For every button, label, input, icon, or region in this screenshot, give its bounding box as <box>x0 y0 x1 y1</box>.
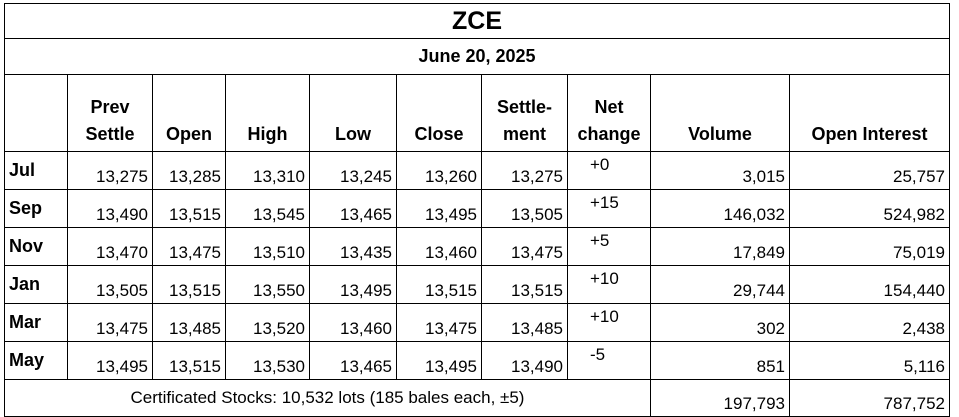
zce-settlement-table: ZCE June 20, 2025 Prev Settle Open High … <box>4 3 950 417</box>
month-cell: Jan <box>4 265 68 304</box>
volume-cell: 851 <box>650 341 790 380</box>
open-cell: 13,475 <box>152 227 226 266</box>
table-row: Jul 13,275 13,285 13,310 13,245 13,260 1… <box>4 151 950 190</box>
settlement-cell: 13,505 <box>481 189 568 228</box>
header-prev-settle: Prev Settle <box>67 74 153 152</box>
net-change-cell: -5 <box>567 341 651 380</box>
close-cell: 13,515 <box>396 265 482 304</box>
open-interest-cell: 75,019 <box>789 227 950 266</box>
high-cell: 13,520 <box>225 303 310 342</box>
table-title: ZCE <box>4 3 950 39</box>
net-change-cell: +5 <box>567 227 651 266</box>
close-cell: 13,495 <box>396 189 482 228</box>
month-cell: May <box>4 341 68 380</box>
high-cell: 13,550 <box>225 265 310 304</box>
open-interest-cell: 154,440 <box>789 265 950 304</box>
volume-cell: 17,849 <box>650 227 790 266</box>
net-change-cell: +10 <box>567 303 651 342</box>
low-cell: 13,245 <box>309 151 397 190</box>
low-cell: 13,465 <box>309 341 397 380</box>
header-prev-settle-line1: Prev <box>90 97 130 117</box>
volume-cell: 302 <box>650 303 790 342</box>
net-change-cell: +15 <box>567 189 651 228</box>
open-interest-cell: 2,438 <box>789 303 950 342</box>
settlement-cell: 13,475 <box>481 227 568 266</box>
prev-settle-cell: 13,475 <box>67 303 153 342</box>
total-open-interest-cell: 787,752 <box>789 379 950 417</box>
table-row: Jan 13,505 13,515 13,550 13,495 13,515 1… <box>4 265 950 304</box>
low-cell: 13,465 <box>309 189 397 228</box>
header-settlement-line1: Settle- <box>496 97 552 117</box>
month-cell: Jul <box>4 151 68 190</box>
low-cell: 13,495 <box>309 265 397 304</box>
net-change-cell: +0 <box>567 151 651 190</box>
table-row: Mar 13,475 13,485 13,520 13,460 13,475 1… <box>4 303 950 342</box>
high-cell: 13,530 <box>225 341 310 380</box>
volume-cell: 3,015 <box>650 151 790 190</box>
header-settlement: Settle- ment <box>481 74 568 152</box>
low-cell: 13,435 <box>309 227 397 266</box>
net-change-cell: +10 <box>567 265 651 304</box>
open-cell: 13,485 <box>152 303 226 342</box>
high-cell: 13,310 <box>225 151 310 190</box>
header-high: High <box>225 74 310 152</box>
prev-settle-cell: 13,505 <box>67 265 153 304</box>
header-row: Prev Settle Open High Low Close Settle- … <box>4 74 950 152</box>
open-cell: 13,285 <box>152 151 226 190</box>
close-cell: 13,460 <box>396 227 482 266</box>
settlement-cell: 13,490 <box>481 341 568 380</box>
header-net-change-line2: change <box>577 124 641 144</box>
header-prev-settle-line2: Settle <box>85 124 135 144</box>
volume-cell: 29,744 <box>650 265 790 304</box>
table-row: Sep 13,490 13,515 13,545 13,465 13,495 1… <box>4 189 950 228</box>
open-interest-cell: 524,982 <box>789 189 950 228</box>
high-cell: 13,545 <box>225 189 310 228</box>
date-row: June 20, 2025 <box>4 38 950 75</box>
low-cell: 13,460 <box>309 303 397 342</box>
header-net-change-line1: Net <box>594 97 624 117</box>
total-volume-cell: 197,793 <box>650 379 790 417</box>
settlement-cell: 13,485 <box>481 303 568 342</box>
open-interest-cell: 5,116 <box>789 341 950 380</box>
prev-settle-cell: 13,275 <box>67 151 153 190</box>
prev-settle-cell: 13,470 <box>67 227 153 266</box>
high-cell: 13,510 <box>225 227 310 266</box>
prev-settle-cell: 13,495 <box>67 341 153 380</box>
table-date: June 20, 2025 <box>4 38 950 75</box>
header-close: Close <box>396 74 482 152</box>
close-cell: 13,260 <box>396 151 482 190</box>
certificated-stocks-note: Certificated Stocks: 10,532 lots (185 ba… <box>4 379 651 417</box>
close-cell: 13,475 <box>396 303 482 342</box>
header-open-interest: Open Interest <box>789 74 950 152</box>
volume-cell: 146,032 <box>650 189 790 228</box>
open-interest-cell: 25,757 <box>789 151 950 190</box>
header-settlement-line2: ment <box>502 124 546 144</box>
open-cell: 13,515 <box>152 189 226 228</box>
footer-row: Certificated Stocks: 10,532 lots (185 ba… <box>4 379 950 417</box>
header-volume: Volume <box>650 74 790 152</box>
prev-settle-cell: 13,490 <box>67 189 153 228</box>
month-cell: Mar <box>4 303 68 342</box>
header-net-change: Net change <box>567 74 651 152</box>
settlement-cell: 13,275 <box>481 151 568 190</box>
settlement-cell: 13,515 <box>481 265 568 304</box>
header-open: Open <box>152 74 226 152</box>
header-low: Low <box>309 74 397 152</box>
header-month <box>4 74 68 152</box>
close-cell: 13,495 <box>396 341 482 380</box>
title-row: ZCE <box>4 3 950 39</box>
month-cell: Sep <box>4 189 68 228</box>
month-cell: Nov <box>4 227 68 266</box>
open-cell: 13,515 <box>152 265 226 304</box>
open-cell: 13,515 <box>152 341 226 380</box>
table-row: Nov 13,470 13,475 13,510 13,435 13,460 1… <box>4 227 950 266</box>
table-row: May 13,495 13,515 13,530 13,465 13,495 1… <box>4 341 950 380</box>
